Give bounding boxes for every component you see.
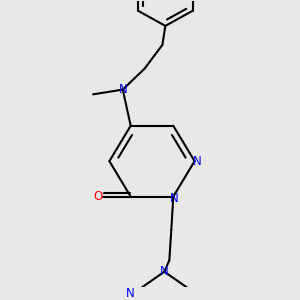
- Text: N: N: [160, 265, 169, 278]
- Text: N: N: [118, 83, 127, 96]
- Text: N: N: [193, 155, 202, 168]
- Text: N: N: [170, 192, 178, 205]
- Text: O: O: [93, 190, 103, 203]
- Text: N: N: [126, 287, 135, 300]
